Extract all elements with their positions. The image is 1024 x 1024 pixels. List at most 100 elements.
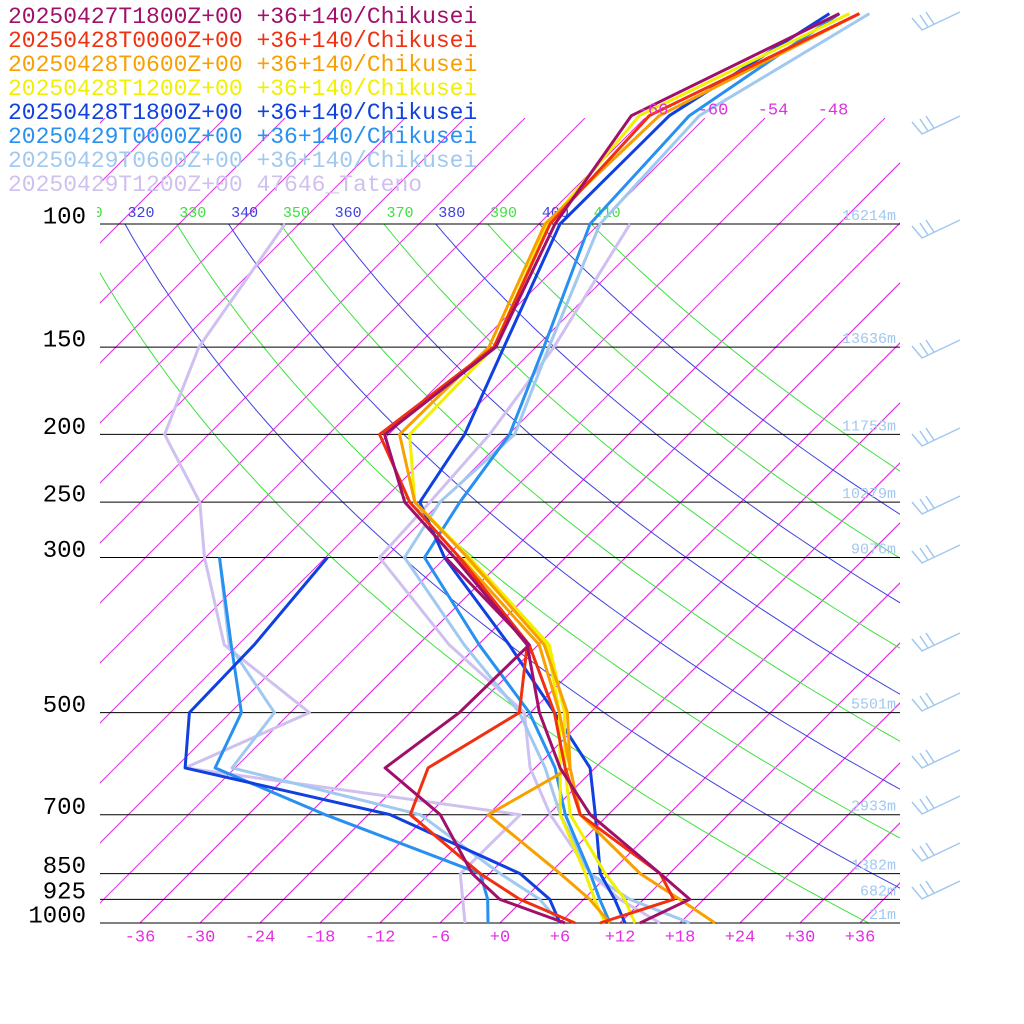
isotherm	[379, 402, 900, 923]
isotherm-tick	[619, 642, 900, 923]
height-label: 11753m	[842, 418, 896, 435]
isotherm	[100, 118, 466, 484]
height-label: 1382m	[851, 858, 896, 875]
height-label: 13636m	[842, 331, 896, 348]
isotherm	[100, 118, 766, 784]
wind-barb	[911, 632, 961, 652]
adiabat	[124, 224, 900, 889]
isotherm-tick	[559, 582, 900, 923]
x-tick-label: +36	[845, 928, 876, 947]
isotherm	[0, 118, 45, 923]
x-tick-label: +6	[550, 928, 570, 947]
wind-barb	[911, 427, 961, 447]
wind-barb	[911, 219, 961, 239]
temperature-line	[398, 12, 861, 925]
wind-barb	[911, 115, 961, 135]
wind-barb	[911, 749, 961, 769]
isotherm	[100, 118, 586, 604]
wind-barb	[911, 692, 961, 712]
profiles	[163, 12, 871, 925]
adiabat-label: 380	[438, 205, 465, 222]
y-tick-label: 250	[43, 483, 86, 510]
adiabat	[279, 224, 900, 742]
dewpoint-line	[218, 557, 562, 924]
x-tick-label: -6	[430, 928, 450, 947]
isotherm-tick	[739, 762, 900, 923]
adiabat	[487, 224, 900, 559]
isotherm-label: -60	[698, 101, 729, 120]
dewpoint-line	[213, 557, 490, 924]
height-label: 10279m	[842, 486, 896, 503]
height-label: 5501m	[851, 697, 896, 714]
dewpoint-line	[408, 556, 576, 925]
adiabat-label: 350	[283, 205, 310, 222]
isotherm	[920, 118, 1024, 923]
height-label: 9076m	[851, 541, 896, 558]
temperature-line	[423, 12, 841, 924]
x-tick-label: +12	[605, 928, 636, 947]
dewpoint-line	[383, 556, 566, 925]
isotherm-tick	[319, 342, 900, 923]
x-tick-label: -12	[365, 928, 396, 947]
isotherm	[100, 118, 286, 304]
y-tick-label: 200	[43, 415, 86, 442]
height-label: 16214m	[842, 208, 896, 225]
isotherm	[439, 462, 900, 923]
y-tick-label: 700	[43, 795, 86, 822]
isotherm-tick	[679, 702, 900, 923]
adiabat-label: 330	[179, 205, 206, 222]
wind-barb	[911, 495, 961, 515]
adiabat-label: 320	[127, 205, 154, 222]
adiabat-label: 360	[335, 205, 362, 222]
labels: -36 -30 -24 -18 -12 -6 +0 +6 +12 +18 +24 +30 +36 -66 -…	[8, 4, 896, 947]
isotherm-tick	[439, 462, 900, 923]
x-tick-label: +30	[785, 928, 816, 947]
wind-barb	[911, 339, 961, 359]
height-label: 21m	[869, 907, 896, 924]
y-tick-label: 925	[43, 880, 86, 907]
isotherm	[100, 118, 226, 244]
adiabat	[100, 272, 869, 923]
x-tick-label: +18	[665, 928, 696, 947]
isotherm-label: -54	[758, 101, 789, 120]
legend-entry: 20250427T1800Z+00 +36+140/Chikusei	[8, 4, 477, 30]
legend-entry: 20250428T1800Z+00 +36+140/Chikusei	[8, 100, 477, 126]
wind-barb	[911, 11, 961, 31]
isotherm-tick	[379, 402, 900, 923]
dewpoint-line	[459, 556, 612, 924]
y-tick-label: 100	[43, 204, 86, 231]
adiabat-label: 310	[76, 205, 103, 222]
isotherm	[100, 118, 346, 364]
y-tick-label: 850	[43, 854, 86, 881]
adiabat-label: 390	[490, 205, 517, 222]
isotherm	[559, 582, 900, 923]
isotherm-tick	[259, 282, 900, 923]
isotherm-label: -66	[638, 101, 669, 120]
y-tick-label: 500	[43, 693, 86, 720]
x-tick-label: -24	[245, 928, 276, 947]
adiabat	[228, 224, 900, 790]
temperature-line	[383, 12, 841, 925]
x-tick-label: -36	[125, 928, 156, 947]
legend-entry: 20250429T0600Z+00 +36+140/Chikusei	[8, 148, 477, 174]
adiabat-labels: 310 320 330 340 350 360 370 380 390 400 410	[76, 205, 621, 222]
wind-barb	[911, 544, 961, 564]
isotherm	[100, 118, 526, 544]
isotherm-label: -48	[818, 101, 849, 120]
x-tick-label: +0	[490, 928, 510, 947]
x-tick-label: -18	[305, 928, 336, 947]
adiabat	[176, 224, 900, 839]
temperature-line	[408, 12, 851, 924]
x-tick-label: -30	[185, 928, 216, 947]
adiabat-label: 340	[231, 205, 258, 222]
adiabat-label: 370	[386, 205, 413, 222]
adiabat	[383, 224, 900, 649]
isotherm	[100, 118, 646, 664]
y-tick-label: 1000	[28, 903, 86, 930]
legend-entry: 20250428T0600Z+00 +36+140/Chikusei	[8, 52, 477, 78]
isotherm	[100, 118, 886, 904]
wind-barb	[911, 842, 961, 862]
y-tick-label: 150	[43, 327, 86, 354]
x-tick-label: +24	[725, 928, 756, 947]
